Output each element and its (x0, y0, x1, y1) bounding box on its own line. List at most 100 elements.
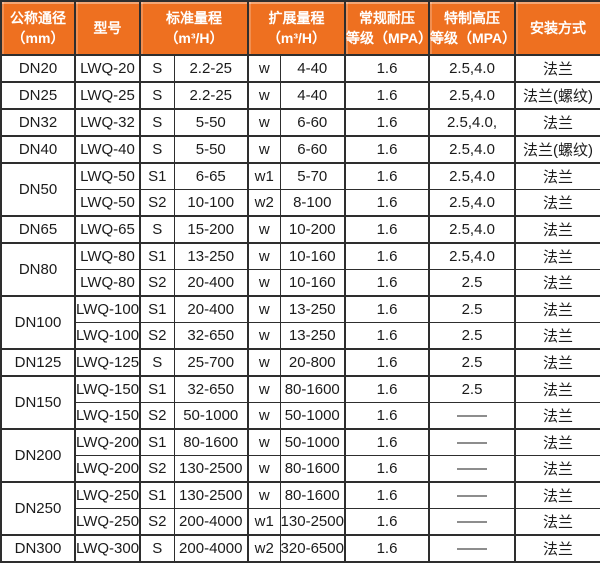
cell-standard-code: S (139, 81, 175, 110)
cell-standard-code: S1 (139, 428, 175, 456)
cell-nominal-diameter: DN200 (0, 428, 76, 483)
cell-model: LWQ-250 (74, 481, 141, 509)
table-row: DN50 LWQ-50 S1 6-65 w1 5-70 1.6 2.5,4.0 法兰 (0, 162, 600, 217)
cell-extended-range: 6-60 (279, 135, 346, 164)
cell-nominal-diameter: DN250 (0, 481, 76, 536)
cell-model: LWQ-40 (74, 135, 141, 164)
cell-installation: 法兰 (514, 189, 600, 217)
cell-installation: 法兰 (514, 162, 600, 190)
cell-extended-code: w (247, 81, 281, 110)
cell-model: LWQ-50 (74, 189, 141, 217)
header-extended-range: 扩展量程 （m³/H） (247, 0, 346, 56)
cell-nominal-diameter: DN80 (0, 242, 76, 297)
cell-standard-range: 13-250 (173, 242, 249, 270)
cell-extended-code: w (247, 455, 281, 483)
cell-extended-code: w (247, 108, 281, 137)
cell-high-pressure: 2.5,4.0 (428, 189, 516, 217)
cell-extended-code: w (247, 481, 281, 509)
cell-installation: 法兰 (514, 108, 600, 137)
cell-standard-range: 5-50 (173, 135, 249, 164)
cell-standard-code: S1 (139, 162, 175, 190)
cell-extended-range: 13-250 (279, 295, 346, 323)
cell-nominal-diameter: DN125 (0, 348, 76, 377)
cell-high-pressure: 2.5 (428, 348, 516, 377)
table-row: DN100 LWQ-100 S1 20-400 w 13-250 1.6 2.5 法兰 (0, 295, 600, 350)
cell-standard-range: 15-200 (173, 215, 249, 244)
header-regular-pressure: 常规耐压 等级（MPA） (344, 0, 430, 56)
cell-nominal-diameter: DN150 (0, 375, 76, 430)
cell-standard-range: 2.2-25 (173, 81, 249, 110)
cell-extended-code: w (247, 402, 281, 430)
table-row: DN125 LWQ-125 S 25-700 w 20-800 1.6 2.5 法兰 (0, 348, 600, 377)
cell-regular-pressure: 1.6 (344, 81, 430, 110)
table-row: DN25 LWQ-25 S 2.2-25 w 4-40 1.6 2.5,4.0 法兰(螺纹) (0, 81, 600, 110)
cell-extended-range: 4-40 (279, 54, 346, 83)
cell-extended-range: 10-200 (279, 215, 346, 244)
table-row: LWQ-250 S2 200-4000 w1 130-2500 1.6 —— 法兰 (1, 508, 600, 536)
cell-model: LWQ-80 (74, 242, 141, 270)
cell-regular-pressure: 1.6 (344, 455, 430, 483)
table-row: DN40 LWQ-40 S 5-50 w 6-60 1.6 2.5,4.0 法兰(螺纹) (0, 135, 600, 164)
cell-extended-range: 80-1600 (279, 375, 346, 403)
cell-standard-range: 130-2500 (173, 455, 249, 483)
table-row: LWQ-100 S2 32-650 w 13-250 1.6 2.5 法兰 (1, 322, 600, 350)
table-row: DN20 LWQ-20 S 2.2-25 w 4-40 1.6 2.5,4.0 法兰 (0, 54, 600, 83)
cell-high-pressure: 2.5,4.0 (428, 54, 516, 83)
cell-extended-code: w (247, 54, 281, 83)
cell-regular-pressure: 1.6 (344, 108, 430, 137)
cell-standard-code: S (139, 215, 175, 244)
cell-standard-range: 20-400 (173, 269, 249, 297)
cell-installation: 法兰 (514, 322, 600, 350)
cell-model: LWQ-250 (74, 508, 141, 536)
cell-extended-code: w (247, 269, 281, 297)
cell-high-pressure: —— (428, 428, 516, 456)
cell-installation: 法兰 (514, 402, 600, 430)
cell-regular-pressure: 1.6 (344, 322, 430, 350)
cell-model: LWQ-300 (74, 534, 141, 563)
cell-regular-pressure: 1.6 (344, 54, 430, 83)
cell-high-pressure: —— (428, 455, 516, 483)
cell-high-pressure: —— (428, 534, 516, 563)
cell-regular-pressure: 1.6 (344, 135, 430, 164)
cell-model: LWQ-200 (74, 428, 141, 456)
cell-high-pressure: 2.5 (428, 322, 516, 350)
header-standard-range: 标准量程 （m³/H） (139, 0, 249, 56)
cell-standard-code: S (139, 348, 175, 377)
cell-extended-code: w (247, 348, 281, 377)
cell-high-pressure: 2.5,4.0, (428, 108, 516, 137)
cell-regular-pressure: 1.6 (344, 428, 430, 456)
cell-installation: 法兰 (514, 428, 600, 456)
cell-extended-code: w1 (247, 508, 281, 536)
cell-model: LWQ-200 (74, 455, 141, 483)
cell-extended-range: 8-100 (279, 189, 346, 217)
cell-regular-pressure: 1.6 (344, 481, 430, 509)
cell-regular-pressure: 1.6 (344, 215, 430, 244)
header-installation: 安装方式 (514, 0, 600, 56)
cell-installation: 法兰 (514, 375, 600, 403)
cell-extended-range: 6-60 (279, 108, 346, 137)
cell-high-pressure: 2.5,4.0 (428, 215, 516, 244)
table-row: DN250 LWQ-250 S1 130-2500 w 80-1600 1.6 —— 法兰 (0, 481, 600, 536)
cell-installation: 法兰 (514, 455, 600, 483)
cell-standard-code: S (139, 135, 175, 164)
cell-model: LWQ-100 (74, 322, 141, 350)
cell-standard-range: 80-1600 (173, 428, 249, 456)
cell-extended-range: 4-40 (279, 81, 346, 110)
cell-installation: 法兰 (514, 534, 600, 563)
cell-model: LWQ-20 (74, 54, 141, 83)
cell-standard-code: S2 (139, 189, 175, 217)
cell-standard-range: 25-700 (173, 348, 249, 377)
table-header: 公称通径 （mm） 型号 标准量程 （m³/H） 扩展量程 （m³/H） 常规耐… (0, 0, 600, 56)
cell-installation: 法兰 (514, 348, 600, 377)
cell-extended-code: w (247, 375, 281, 403)
cell-standard-code: S1 (139, 295, 175, 323)
cell-model: LWQ-150 (74, 375, 141, 403)
cell-nominal-diameter: DN50 (0, 162, 76, 217)
cell-model: LWQ-100 (74, 295, 141, 323)
cell-standard-range: 50-1000 (173, 402, 249, 430)
cell-high-pressure: 2.5,4.0 (428, 81, 516, 110)
cell-installation: 法兰 (514, 242, 600, 270)
cell-extended-code: w (247, 135, 281, 164)
cell-installation: 法兰 (514, 54, 600, 83)
cell-standard-code: S2 (139, 322, 175, 350)
